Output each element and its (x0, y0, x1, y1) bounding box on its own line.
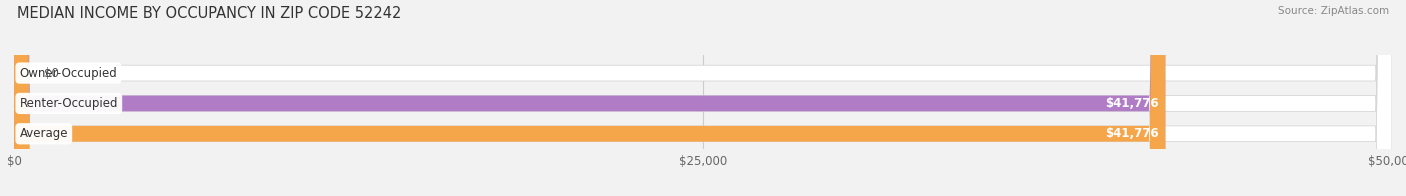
Text: Owner-Occupied: Owner-Occupied (20, 67, 117, 80)
FancyBboxPatch shape (14, 0, 1392, 196)
FancyBboxPatch shape (14, 0, 1166, 196)
Text: MEDIAN INCOME BY OCCUPANCY IN ZIP CODE 52242: MEDIAN INCOME BY OCCUPANCY IN ZIP CODE 5… (17, 6, 401, 21)
Text: $41,776: $41,776 (1105, 127, 1159, 140)
Text: Renter-Occupied: Renter-Occupied (20, 97, 118, 110)
Text: $0: $0 (45, 67, 59, 80)
FancyBboxPatch shape (14, 0, 1392, 196)
Text: Average: Average (20, 127, 67, 140)
FancyBboxPatch shape (14, 0, 1166, 196)
Text: Source: ZipAtlas.com: Source: ZipAtlas.com (1278, 6, 1389, 16)
Text: $41,776: $41,776 (1105, 97, 1159, 110)
FancyBboxPatch shape (14, 0, 1392, 196)
